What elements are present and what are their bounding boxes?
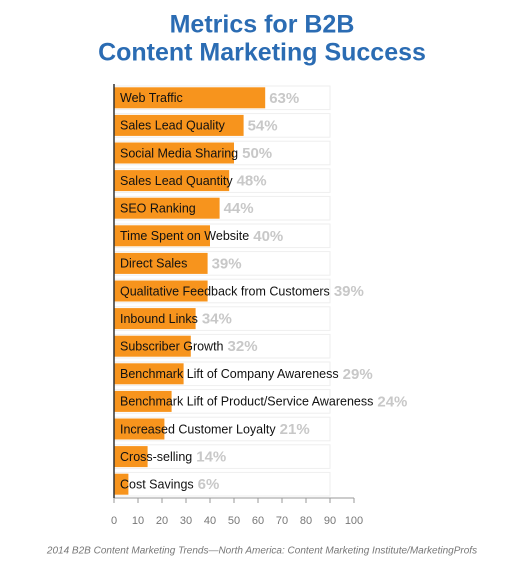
value-label: 39%	[334, 283, 364, 300]
x-tick-label: 80	[300, 515, 312, 527]
value-label: 40%	[253, 228, 283, 245]
value-label: 32%	[228, 338, 258, 355]
x-tick-label: 70	[276, 515, 288, 527]
x-tick-label: 60	[252, 515, 264, 527]
category-label: Subscriber Growth	[120, 339, 224, 353]
category-label: Increased Customer Loyalty	[120, 422, 276, 436]
category-label: Inbound Links	[120, 312, 198, 326]
category-label: SEO Ranking	[120, 201, 196, 215]
bar	[114, 225, 210, 247]
bar	[114, 308, 196, 330]
category-label: Benchmark Lift of Product/Service Awaren…	[120, 395, 373, 409]
value-label: 14%	[196, 449, 226, 466]
value-label: 50%	[242, 145, 272, 162]
x-tick-label: 40	[204, 515, 216, 527]
category-label: Direct Sales	[120, 257, 187, 271]
category-label: Cross-selling	[120, 450, 192, 464]
source-note: 2014 B2B Content Marketing Trends—North …	[46, 546, 477, 557]
bar	[114, 473, 129, 495]
bar	[114, 197, 220, 219]
category-label: Web Traffic	[120, 91, 183, 105]
x-tick-label: 0	[111, 515, 117, 527]
category-label: Time Spent on Website	[120, 229, 249, 243]
value-label: 48%	[237, 173, 267, 190]
x-tick-label: 50	[228, 515, 240, 527]
value-label: 39%	[212, 255, 242, 272]
chart-title: Content Marketing Success	[98, 39, 426, 67]
x-tick-label: 90	[324, 515, 336, 527]
value-label: 63%	[269, 90, 299, 107]
value-label: 44%	[224, 200, 254, 217]
category-label: Cost Savings	[120, 477, 194, 491]
category-label: Social Media Sharing	[120, 146, 238, 160]
value-label: 29%	[343, 366, 373, 383]
category-label: Sales Lead Quality	[120, 119, 226, 133]
value-label: 21%	[280, 421, 310, 438]
bar	[114, 390, 172, 412]
value-label: 34%	[202, 311, 232, 328]
x-tick-label: 30	[180, 515, 192, 527]
bar	[114, 335, 191, 357]
bar	[114, 170, 230, 192]
x-tick-label: 20	[156, 515, 168, 527]
bar	[114, 252, 208, 274]
bar	[114, 142, 234, 164]
bar	[114, 280, 208, 302]
category-label: Qualitative Feedback from Customers	[120, 284, 330, 298]
x-tick-label: 10	[132, 515, 144, 527]
category-label: Benchmark Lift of Company Awareness	[120, 367, 339, 381]
category-label: Sales Lead Quantity	[120, 174, 233, 188]
bar	[114, 114, 244, 136]
value-label: 24%	[377, 393, 407, 410]
value-label: 6%	[198, 476, 220, 493]
bar	[114, 87, 266, 109]
bar	[114, 363, 184, 385]
bar	[114, 418, 165, 440]
bar	[114, 446, 148, 468]
chart-title: Metrics for B2B	[170, 11, 355, 39]
value-label: 54%	[248, 117, 278, 134]
x-tick-label: 100	[345, 515, 363, 527]
